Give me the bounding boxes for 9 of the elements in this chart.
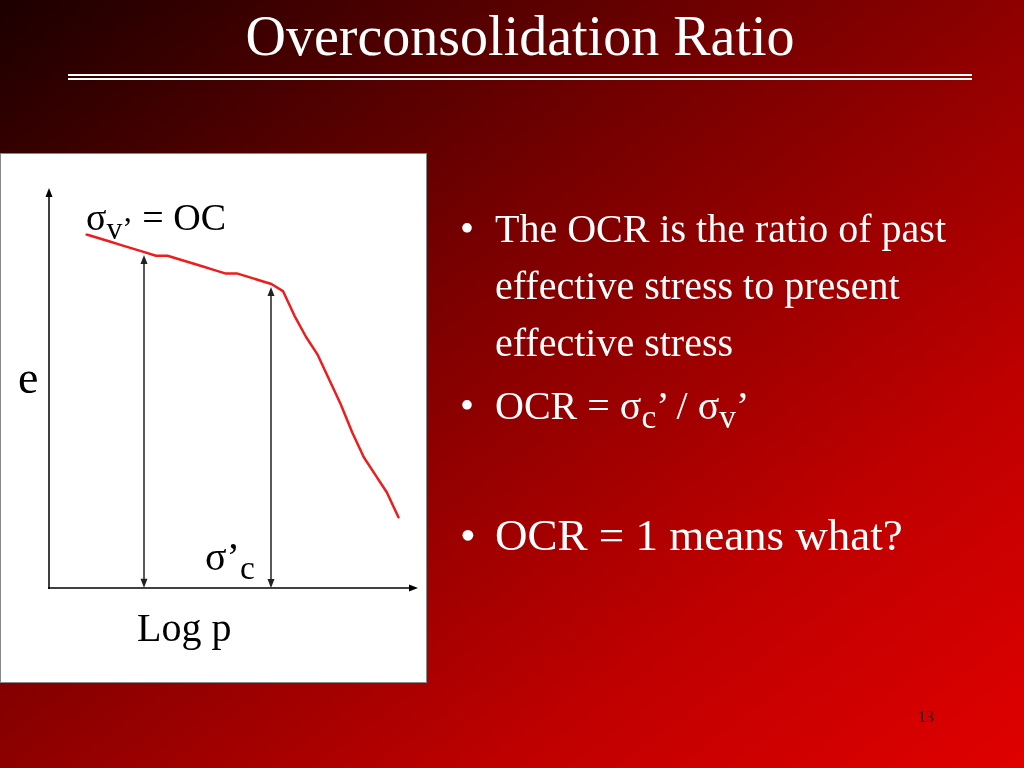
y-axis-title: e bbox=[18, 352, 39, 404]
chart-title: Overconsolidation Ratio bbox=[244, 4, 796, 68]
text: • OCR = 1 means what? bbox=[460, 509, 903, 562]
annotation: σ$_{v’}$ = OC bbox=[86, 195, 227, 248]
text: 13 bbox=[918, 708, 934, 726]
annotation: σ’$_{c}$ bbox=[205, 533, 255, 588]
x-axis-title: Log p bbox=[137, 605, 232, 650]
text: • The OCR is the ratio of past effective stress to present effective stress bbox=[460, 205, 948, 367]
text: • OCR = σ$_{c}$’ / σ$_{v}$’ bbox=[460, 382, 750, 437]
